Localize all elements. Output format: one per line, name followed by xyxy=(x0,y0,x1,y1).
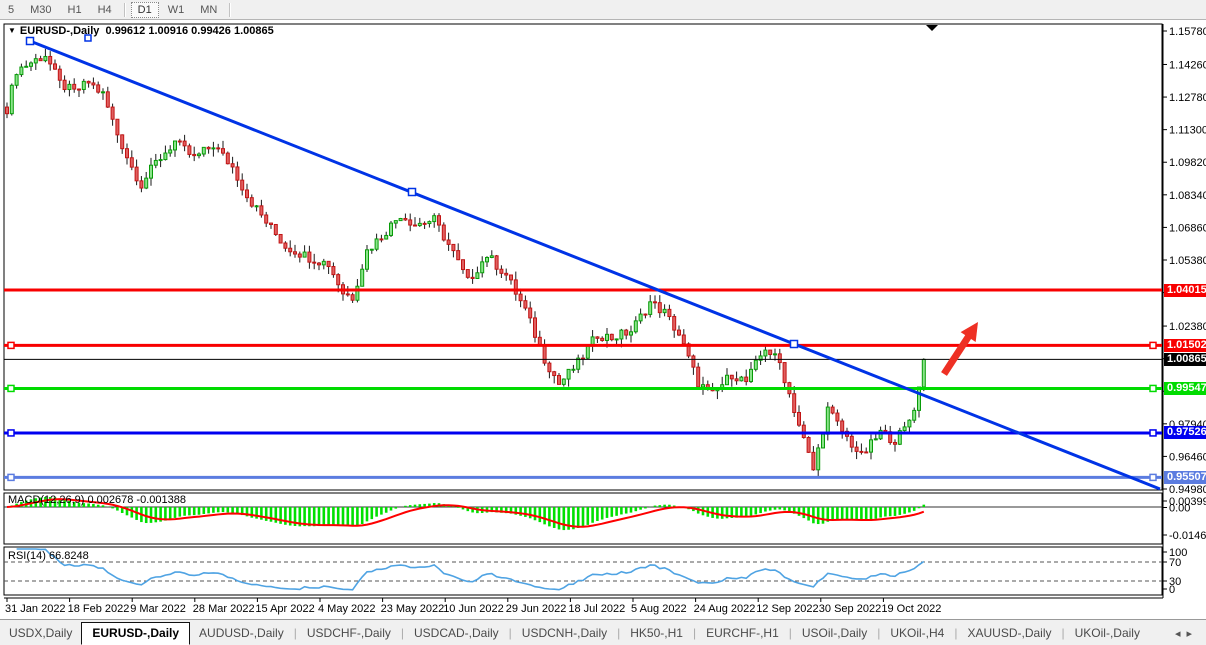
svg-text:70: 70 xyxy=(1169,557,1181,569)
svg-text:1.12780: 1.12780 xyxy=(1169,92,1206,104)
svg-text:1.08340: 1.08340 xyxy=(1169,190,1206,202)
chart-canvas[interactable]: 1.15780 1.14260 1.12780 1.11300 1.09820 1.083… xyxy=(0,0,1206,619)
descending-trendline[interactable] xyxy=(25,36,1161,491)
symbol-tab-ukoil-daily[interactable]: UKOil-,Daily xyxy=(1074,626,1140,640)
tab-separator: | xyxy=(877,626,881,640)
svg-text:0.00399: 0.00399 xyxy=(1169,496,1206,508)
macd-name: MACD(12,26,9) xyxy=(8,494,85,506)
candles xyxy=(5,48,926,477)
svg-text:-0.014693: -0.014693 xyxy=(1169,530,1206,542)
date-axis: 31 Jan 2022 18 Feb 2022 9 Mar 2022 28 Mar 2… xyxy=(5,598,941,615)
svg-text:30 Sep 2022: 30 Sep 2022 xyxy=(819,603,881,615)
horizontal-level-lines[interactable] xyxy=(4,288,1162,482)
svg-text:15 Apr 2022: 15 Apr 2022 xyxy=(255,603,314,615)
collapse-arrow-icon[interactable]: ▼ xyxy=(8,26,16,35)
timeframe-toolbar: 5 M30 H1 H4 D1 W1 MN xyxy=(0,0,1206,20)
rsi-value: 66.8248 xyxy=(48,550,89,562)
timeframe-button-h4[interactable]: H4 xyxy=(97,3,112,16)
symbol-tab-audusd-daily[interactable]: AUDUSD-,Daily xyxy=(199,626,284,640)
price-level-label-0.95507: 0.95507 xyxy=(1164,471,1206,484)
price-level-label-0.99547: 0.99547 xyxy=(1164,382,1206,395)
symbol-tab-eurusd-daily[interactable]: EURUSD-,Daily xyxy=(81,621,191,645)
symbol-tab-usoil-daily[interactable]: USOil-,Daily xyxy=(801,626,868,640)
timeframe-button-5[interactable]: 5 xyxy=(8,3,15,16)
svg-text:1.05380: 1.05380 xyxy=(1169,255,1206,267)
svg-text:1.06860: 1.06860 xyxy=(1169,222,1206,234)
svg-text:1.11300: 1.11300 xyxy=(1169,125,1206,137)
symbol-tab-usdcnh-daily[interactable]: USDCNH-,Daily xyxy=(521,626,608,640)
tab-scroll-arrows[interactable]: ◂▸ xyxy=(1174,627,1198,640)
svg-text:23 May 2022: 23 May 2022 xyxy=(381,603,445,615)
timeframe-button-h1[interactable]: H1 xyxy=(67,3,82,16)
svg-text:10 Jun 2022: 10 Jun 2022 xyxy=(443,603,504,615)
arrow-annotation[interactable] xyxy=(941,322,978,376)
toolbar-separator xyxy=(229,2,232,17)
timeframe-button-m30[interactable]: M30 xyxy=(30,3,52,16)
svg-text:0.96460: 0.96460 xyxy=(1169,451,1206,463)
macd-label: MACD(12,26,9) 0.002678 -0.001388 xyxy=(8,494,186,506)
svg-text:1.09820: 1.09820 xyxy=(1169,157,1206,169)
svg-text:19 Oct 2022: 19 Oct 2022 xyxy=(881,603,941,615)
svg-text:0.00: 0.00 xyxy=(1169,503,1190,515)
svg-text:1.14260: 1.14260 xyxy=(1169,59,1206,71)
timeframe-button-d1[interactable]: D1 xyxy=(130,1,159,18)
svg-text:28 Mar 2022: 28 Mar 2022 xyxy=(193,603,255,615)
symbol-tab-xauusd-daily[interactable]: XAUUSD-,Daily xyxy=(967,626,1052,640)
symbol-tab-usdcad-daily[interactable]: USDCAD-,Daily xyxy=(413,626,499,640)
chart-symbol-label: EURUSD-,Daily xyxy=(19,25,100,37)
macd-values: 0.002678 -0.001388 xyxy=(87,494,186,506)
macd-signal-line xyxy=(6,498,925,528)
symbol-tab-eurchf-h1[interactable]: EURCHF-,H1 xyxy=(706,626,779,640)
svg-text:0: 0 xyxy=(1169,584,1175,596)
symbol-tab-usdchf-daily[interactable]: USDCHF-,Daily xyxy=(306,626,391,640)
tab-separator: | xyxy=(1061,626,1065,640)
svg-text:100: 100 xyxy=(1169,547,1187,559)
rsi-levels xyxy=(4,561,1162,582)
symbol-tabbar: USDX,Daily EURUSD-,Daily AUDUSD-,Daily | USD… xyxy=(0,619,1206,645)
symbol-tab-usdx-daily[interactable]: USDX,Daily xyxy=(9,626,73,640)
rsi-label: RSI(14) 66.8248 xyxy=(8,550,89,562)
timeframe-button-w1[interactable]: W1 xyxy=(167,3,185,16)
symbol-tab-hk50-h1[interactable]: HK50-,H1 xyxy=(630,626,683,640)
rsi-line xyxy=(16,548,925,591)
tab-separator: | xyxy=(788,626,792,640)
svg-text:4 May 2022: 4 May 2022 xyxy=(318,603,375,615)
chart-ohlc-values: 0.99612 1.00916 0.99426 1.00865 xyxy=(105,25,274,37)
tab-separator: | xyxy=(400,626,404,640)
pane-frames xyxy=(3,23,1164,599)
svg-text:1.02380: 1.02380 xyxy=(1169,321,1206,333)
svg-text:24 Aug 2022: 24 Aug 2022 xyxy=(694,603,756,615)
svg-text:9 Mar 2022: 9 Mar 2022 xyxy=(130,603,186,615)
tab-separator: | xyxy=(692,626,697,640)
svg-text:30: 30 xyxy=(1169,576,1181,588)
tab-separator: | xyxy=(954,626,958,640)
rsi-name: RSI(14) xyxy=(8,550,46,562)
svg-text:5 Aug 2022: 5 Aug 2022 xyxy=(631,603,687,615)
chart-title: ▼ EURUSD-,Daily 0.99612 1.00916 0.99426 1… xyxy=(8,25,274,37)
svg-text:29 Jun 2022: 29 Jun 2022 xyxy=(506,603,567,615)
chart-area[interactable]: 1.15780 1.14260 1.12780 1.11300 1.09820 1.083… xyxy=(0,0,1206,619)
price-level-label-0.97526: 0.97526 xyxy=(1164,426,1206,439)
svg-text:18 Jul 2022: 18 Jul 2022 xyxy=(568,603,625,615)
toolbar-separator xyxy=(123,2,126,17)
object-handle[interactable] xyxy=(84,34,92,42)
tab-separator: | xyxy=(508,626,512,640)
svg-text:18 Feb 2022: 18 Feb 2022 xyxy=(68,603,130,615)
price-level-label-1.01502: 1.01502 xyxy=(1164,339,1206,352)
chart-shift-marker[interactable] xyxy=(926,25,938,31)
svg-text:31 Jan 2022: 31 Jan 2022 xyxy=(5,603,66,615)
svg-text:0.94980: 0.94980 xyxy=(1169,484,1206,496)
price-level-label-1.00865: 1.00865 xyxy=(1164,353,1206,366)
tab-separator: | xyxy=(293,626,297,640)
tab-separator: | xyxy=(617,626,621,640)
price-level-label-1.04015: 1.04015 xyxy=(1164,284,1206,297)
svg-text:12 Sep 2022: 12 Sep 2022 xyxy=(756,603,818,615)
svg-text:1.15780: 1.15780 xyxy=(1169,26,1206,38)
timeframe-button-mn[interactable]: MN xyxy=(200,3,218,16)
symbol-tab-ukoil-h4[interactable]: UKOil-,H4 xyxy=(890,626,945,640)
